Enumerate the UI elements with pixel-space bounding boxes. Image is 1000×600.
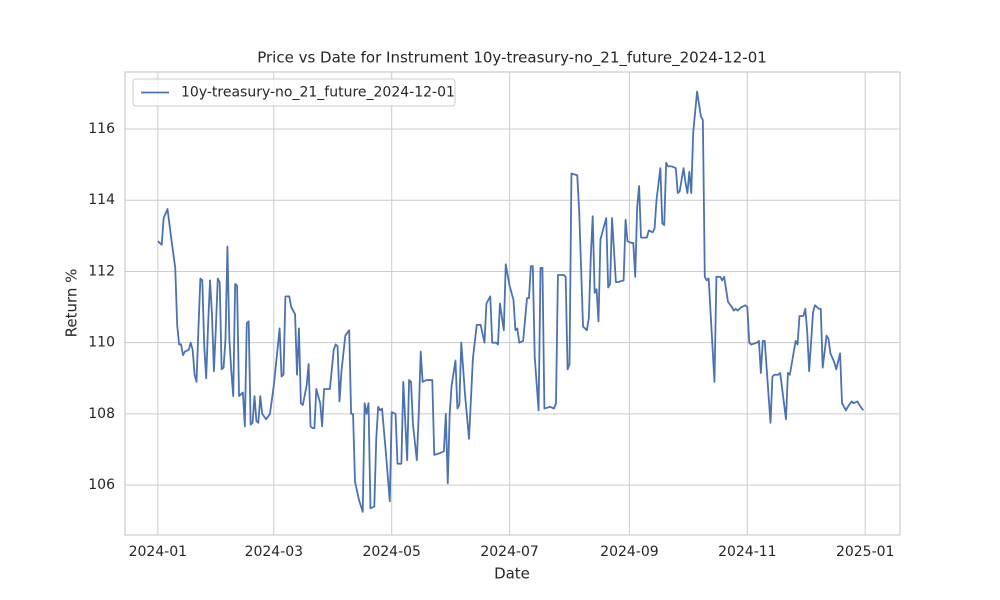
y-tick-label: 110	[88, 335, 115, 351]
x-tick-label: 2024-07	[480, 544, 539, 560]
legend-label: 10y-treasury-no_21_future_2024-12-01	[181, 85, 455, 101]
x-tick-label: 2024-09	[600, 544, 659, 560]
x-tick-label: 2024-05	[362, 544, 421, 560]
x-axis-label: Date	[494, 565, 530, 583]
y-tick-label: 114	[88, 192, 115, 208]
chart-title: Price vs Date for Instrument 10y-treasur…	[257, 49, 767, 68]
price-line	[157, 90, 865, 513]
legend-box	[132, 78, 456, 107]
y-tick-label: 116	[88, 121, 115, 137]
y-tick-label: 108	[88, 406, 115, 422]
x-tick-label: 2024-01	[129, 544, 188, 560]
x-tick-label: 2024-03	[245, 544, 304, 560]
x-tick-label: 2024-11	[718, 544, 777, 560]
y-tick-label: 106	[88, 477, 115, 493]
y-axis-label: Return %	[63, 269, 81, 338]
legend: 10y-treasury-no_21_future_2024-12-01	[132, 78, 456, 107]
plot-frame	[124, 71, 901, 536]
x-tick-label: 2025-01	[836, 544, 895, 560]
y-tick-label: 112	[88, 263, 115, 279]
